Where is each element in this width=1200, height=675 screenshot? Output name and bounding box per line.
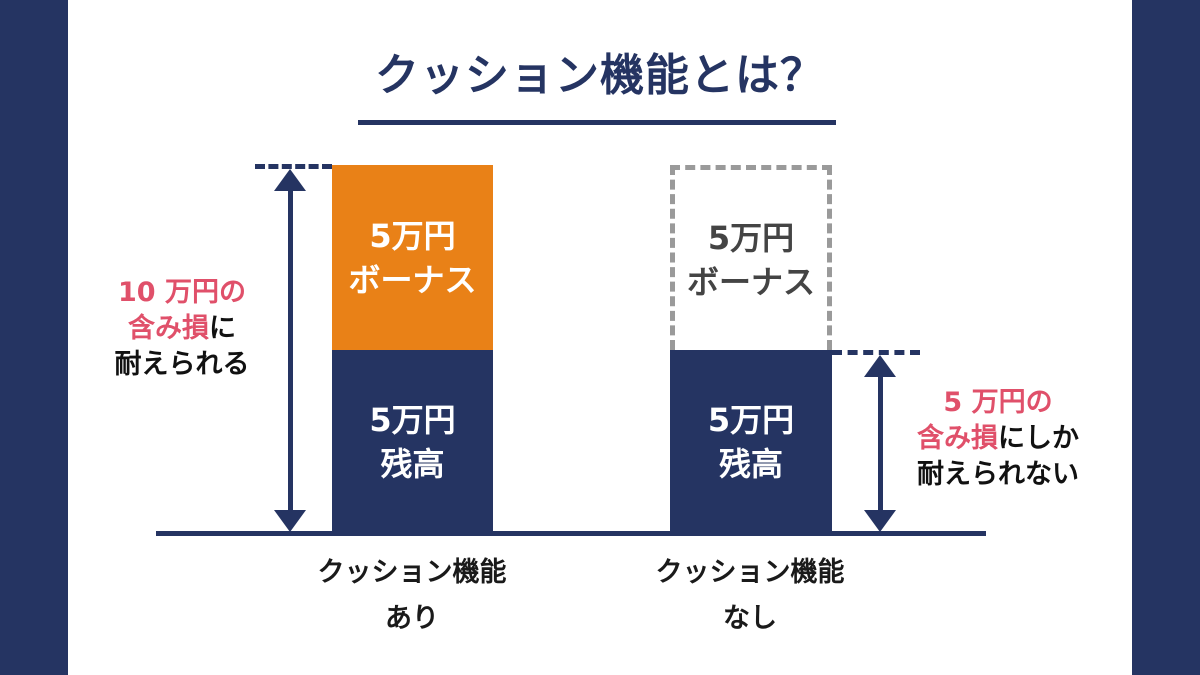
- left-caption-line1: クッション機能: [317, 557, 507, 588]
- right-note-line3: 耐えられない: [917, 459, 1079, 490]
- right-caption-line1: クッション機能: [655, 557, 845, 588]
- right-balance-block: 5万円 残高: [670, 350, 832, 534]
- right-arrow-shaft: [878, 374, 883, 514]
- right-bonus-amount: 5万円: [707, 219, 795, 257]
- left-arrow-down-icon: [274, 510, 306, 532]
- left-loss-note: 10 万円の 含み損に 耐えられる: [92, 275, 272, 383]
- left-arrow-up-icon: [274, 169, 306, 191]
- left-note-line2: 含み損に: [128, 313, 236, 344]
- left-caption: クッション機能 あり: [292, 550, 532, 642]
- right-bonus-placeholder: 5万円 ボーナス: [670, 165, 832, 350]
- right-side-band: [1132, 0, 1200, 675]
- right-arrow-down-icon: [864, 510, 896, 532]
- left-balance-label: 残高: [380, 445, 445, 483]
- right-note-line2: 含み損にしか: [917, 423, 1079, 454]
- left-bonus-block: 5万円 ボーナス: [332, 165, 493, 350]
- right-balance-amount: 5万円: [707, 401, 795, 439]
- left-bonus-amount: 5万円: [369, 216, 456, 255]
- title-underline: [358, 120, 836, 125]
- left-top-dashed-guide: [255, 164, 332, 169]
- page-title: クッション機能とは？: [375, 50, 825, 101]
- left-balance-amount: 5万円: [369, 401, 456, 439]
- right-caption-line2: なし: [723, 603, 777, 634]
- right-balance-label: 残高: [718, 445, 783, 483]
- left-balance-block: 5万円 残高: [332, 350, 493, 534]
- right-note-line1: 5 万円の: [943, 387, 1053, 418]
- left-arrow-shaft: [288, 188, 293, 514]
- baseline: [156, 531, 986, 536]
- right-caption: クッション機能 なし: [630, 550, 870, 642]
- right-arrow-up-icon: [864, 355, 896, 377]
- left-bonus-label: ボーナス: [348, 260, 477, 299]
- left-note-line1: 10 万円の: [118, 277, 246, 308]
- left-note-line3: 耐えられる: [114, 349, 250, 380]
- right-bonus-label: ボーナス: [686, 263, 815, 301]
- right-loss-note: 5 万円の 含み損にしか 耐えられない: [898, 385, 1098, 493]
- left-caption-line2: あり: [385, 603, 439, 634]
- left-side-band: [0, 0, 68, 675]
- right-top-dashed-guide: [832, 350, 920, 355]
